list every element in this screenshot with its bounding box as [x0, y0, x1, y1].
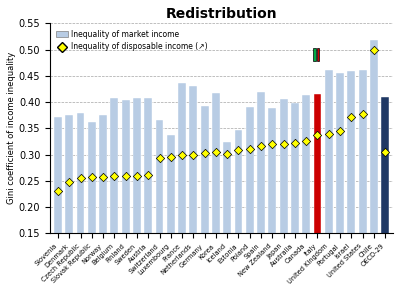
Point: [326, 131, 332, 136]
Bar: [325, 69, 333, 292]
Bar: [212, 93, 220, 292]
Point: [371, 48, 377, 53]
Point: [134, 174, 140, 178]
Point: [213, 150, 219, 154]
Bar: [381, 98, 389, 292]
Point: [337, 128, 343, 133]
Bar: [234, 130, 242, 292]
Point: [235, 147, 242, 152]
Bar: [133, 98, 141, 292]
Point: [303, 139, 309, 143]
Bar: [336, 73, 344, 292]
Point: [246, 147, 253, 151]
Y-axis label: Gini coefficient of income inequality: Gini coefficient of income inequality: [7, 52, 16, 204]
Bar: [76, 113, 84, 292]
Point: [190, 153, 196, 157]
Bar: [110, 98, 118, 292]
Point: [111, 174, 118, 178]
Point: [179, 153, 185, 157]
Point: [348, 115, 354, 120]
Bar: [268, 108, 276, 292]
Point: [292, 141, 298, 145]
Point: [66, 180, 72, 184]
Bar: [280, 99, 288, 292]
Point: [168, 154, 174, 159]
Bar: [201, 106, 208, 292]
Point: [314, 133, 321, 138]
Point: [156, 156, 163, 161]
Bar: [313, 48, 316, 61]
Bar: [167, 135, 175, 292]
Bar: [316, 48, 320, 61]
Point: [145, 173, 152, 177]
Point: [359, 111, 366, 116]
Point: [224, 152, 230, 156]
Bar: [257, 92, 265, 292]
Bar: [291, 103, 299, 292]
Point: [280, 141, 287, 146]
Point: [258, 144, 264, 149]
Bar: [122, 100, 130, 292]
Bar: [359, 69, 366, 292]
Point: [89, 175, 95, 179]
Bar: [144, 98, 152, 292]
Legend: Inequality of market income, Inequality of disposable income (↗): Inequality of market income, Inequality …: [54, 27, 210, 54]
Bar: [190, 86, 197, 292]
Bar: [99, 115, 107, 292]
Point: [382, 150, 388, 154]
Bar: [178, 83, 186, 292]
Bar: [314, 94, 322, 292]
Point: [77, 175, 84, 180]
Bar: [347, 71, 355, 292]
Point: [122, 174, 129, 178]
Bar: [223, 142, 231, 292]
Point: [100, 174, 106, 179]
Bar: [370, 40, 378, 292]
Bar: [302, 95, 310, 292]
Bar: [88, 122, 96, 292]
Title: Redistribution: Redistribution: [166, 7, 277, 21]
Point: [269, 142, 276, 146]
Point: [55, 189, 61, 194]
Bar: [65, 115, 73, 292]
Bar: [246, 107, 254, 292]
Bar: [156, 121, 164, 292]
Point: [202, 151, 208, 155]
Bar: [54, 117, 62, 292]
